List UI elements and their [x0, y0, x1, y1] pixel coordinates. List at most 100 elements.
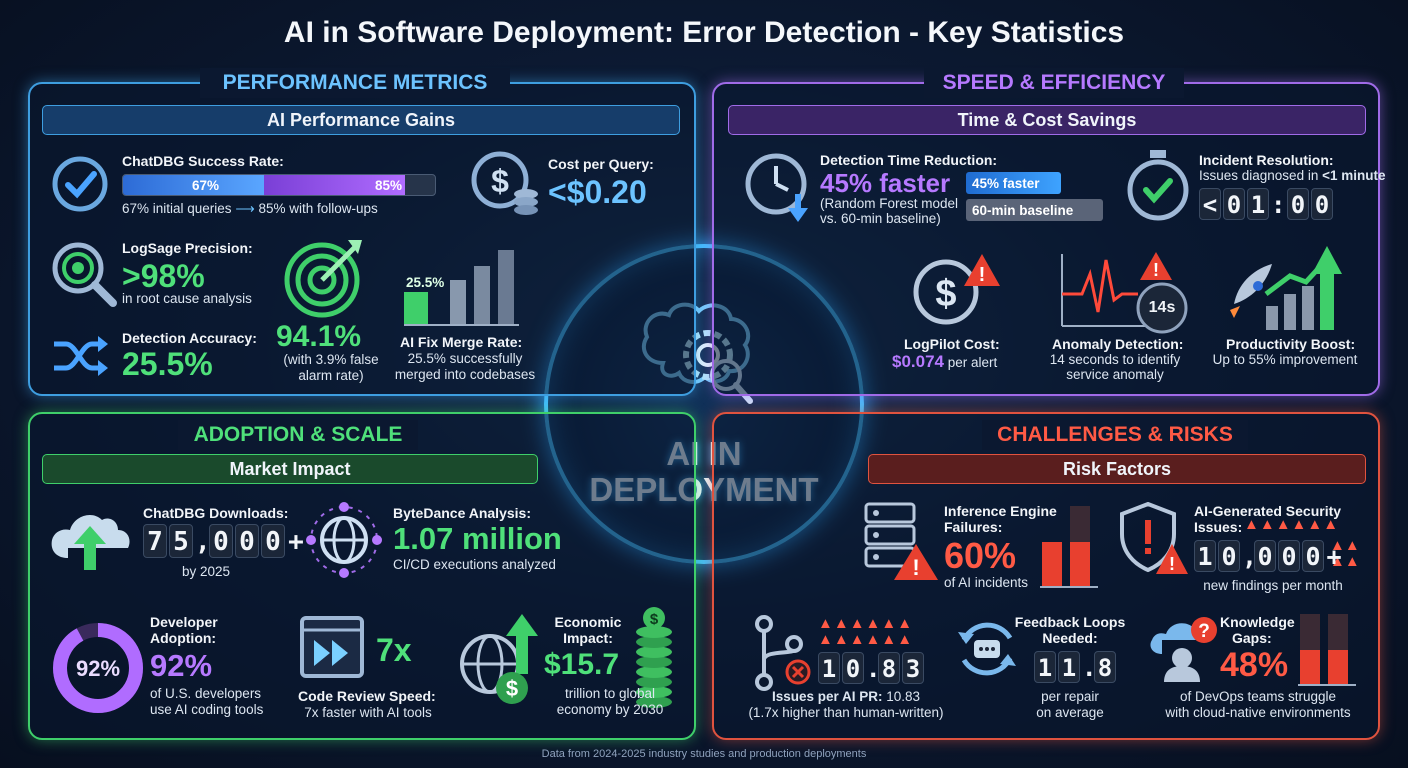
merge-rate-bar-chart-icon: [404, 250, 519, 326]
merge-rate-label: AI Fix Merge Rate:: [400, 334, 523, 350]
counter-digit: 0: [1223, 188, 1245, 220]
accuracy-target-desc-2: alarm rate): [298, 368, 364, 383]
economic-label-1: Economic: [554, 614, 622, 630]
server-warning-icon: !: [864, 502, 938, 580]
bytedance-desc: CI/CD executions analyzed: [393, 557, 556, 572]
merge-bar-label: 25.5%: [406, 275, 445, 290]
svg-text:!: !: [979, 264, 986, 286]
bytedance-value: 1.07 million: [393, 521, 562, 556]
logpilot-value: $0.074: [892, 352, 944, 371]
counter-digit: +: [1326, 542, 1342, 571]
check-circle-icon: [52, 156, 108, 212]
chatdbg-label: ChatDBG Success Rate:: [122, 153, 284, 169]
counter-digit: 0: [842, 652, 864, 684]
reduction-bar-baseline-label: 60-min baseline: [972, 203, 1074, 218]
rocket-growth-icon: [1230, 246, 1342, 330]
merge-rate-desc-2: merged into codebases: [394, 367, 536, 382]
svg-text:$: $: [935, 273, 956, 315]
speed-heading: SPEED & EFFICIENCY: [924, 68, 1184, 98]
issues-pr-label-value: 10.83: [882, 689, 921, 704]
cost-per-query-label: Cost per Query:: [548, 156, 654, 172]
incident-counter: <0 1:0 0: [1199, 188, 1335, 221]
globe-network-icon: [306, 502, 382, 578]
reduction-desc-2: vs. 60-min baseline): [820, 211, 941, 226]
incident-desc: Issues diagnosed in: [1199, 168, 1323, 183]
svg-text:$: $: [491, 163, 509, 199]
shuffle-icon: [54, 336, 108, 376]
challenges-subheading: Risk Factors: [868, 454, 1366, 484]
dollar-coins-icon: $: [471, 151, 538, 215]
logsage-desc: in root cause analysis: [122, 291, 252, 306]
reduction-bar-baseline: [966, 199, 1103, 221]
svg-text:!: !: [912, 555, 919, 580]
feedback-counter: 1 1.8: [1034, 651, 1118, 684]
detection-accuracy-value: 25.5%: [122, 346, 213, 382]
counter-digit: 0: [1311, 188, 1333, 220]
security-desc: new findings per month: [1203, 578, 1343, 593]
inference-label-1: Inference Engine: [944, 503, 1057, 519]
reduction-label: Detection Time Reduction:: [820, 152, 998, 168]
inference-desc: of AI incidents: [944, 575, 1029, 590]
knowledge-label-1: Knowledge: [1220, 614, 1295, 630]
economic-label-2: Impact:: [563, 630, 613, 646]
accuracy-target-value: 94.1%: [276, 320, 362, 353]
page-title: AI in Software Deployment: Error Detecti…: [283, 16, 1125, 49]
anomaly-desc-1: 14 seconds to identify: [1049, 352, 1181, 367]
developer-ring-label: 92%: [75, 656, 121, 681]
logsage-value: >98%: [122, 258, 205, 294]
security-counter: 1 0,0 0 0 +: [1194, 540, 1344, 573]
feedback-label-1: Feedback Loops: [1014, 614, 1126, 630]
counter-digit: 0: [1278, 540, 1300, 572]
anomaly-badge: 14s: [1148, 299, 1176, 316]
knowledge-desc-2: with cloud-native environments: [1165, 705, 1351, 720]
developer-label-2: Adoption:: [150, 630, 217, 646]
clock-down-arrow-icon: [745, 153, 808, 222]
knowledge-bar-chart-icon: [1298, 614, 1356, 686]
svg-text:!: !: [1169, 554, 1175, 574]
chatdbg-bar-initial: [123, 175, 264, 195]
counter-digit: 1: [1247, 188, 1269, 220]
counter-digit: 1: [818, 652, 840, 684]
inference-label-2: Failures:: [944, 519, 1003, 535]
performance-subheading: AI Performance Gains: [42, 105, 680, 135]
counter-digit: ,: [195, 527, 211, 557]
knowledge-desc-1: of DevOps teams struggle: [1179, 689, 1337, 704]
chatdbg-bar-followup: [264, 175, 405, 195]
inference-value: 60%: [944, 535, 1017, 576]
downloads-counter: 7 5,0 0 0 +: [143, 524, 307, 559]
security-label-2: Issues:: [1194, 519, 1243, 535]
developer-desc-2: use AI coding tools: [150, 702, 264, 717]
counter-digit: 1: [1034, 651, 1056, 683]
feedback-desc-2: on average: [1036, 705, 1104, 720]
developer-desc-1: of U.S. developers: [150, 686, 262, 701]
chatdbg-bar-initial-label: 67%: [191, 178, 219, 193]
challenges-heading: CHALLENGES & RISKS: [982, 420, 1248, 450]
counter-digit: 0: [1302, 540, 1324, 572]
counter-digit: 1: [1058, 651, 1080, 683]
counter-digit: :: [1271, 191, 1286, 219]
counter-digit: 0: [1218, 540, 1240, 572]
code-review-label: Code Review Speed:: [298, 688, 436, 704]
svg-text:!: !: [1153, 260, 1159, 280]
warning-triangles-icon: ▲▲▲▲▲▲: [1244, 516, 1340, 533]
heartbeat-warning-icon: !: [1061, 252, 1188, 334]
counter-digit: .: [866, 655, 881, 683]
counter-digit: 0: [261, 524, 285, 558]
shield-warning-icon: !: [1120, 502, 1188, 574]
downloads-desc: by 2025: [181, 564, 231, 579]
adoption-heading: ADOPTION & SCALE: [178, 420, 418, 450]
counter-digit: 0: [235, 524, 259, 558]
detection-accuracy-label: Detection Accuracy:: [122, 330, 257, 346]
chatdbg-note-initial: 67% initial queries: [122, 201, 232, 216]
logpilot-unit: per alert: [944, 355, 998, 370]
developer-label-1: Developer: [150, 614, 218, 630]
feedback-desc-1: per repair: [1041, 689, 1099, 704]
inference-bar-chart-icon: [1040, 506, 1098, 588]
downloads-label: ChatDBG Downloads:: [143, 505, 289, 521]
reduction-value: 45% faster: [820, 168, 951, 198]
svg-text:?: ?: [1198, 621, 1210, 642]
counter-digit: .: [1082, 654, 1097, 682]
reduction-bar-fast-label: 45% faster: [972, 176, 1040, 191]
feedback-label-2: Needed:: [1042, 630, 1098, 646]
